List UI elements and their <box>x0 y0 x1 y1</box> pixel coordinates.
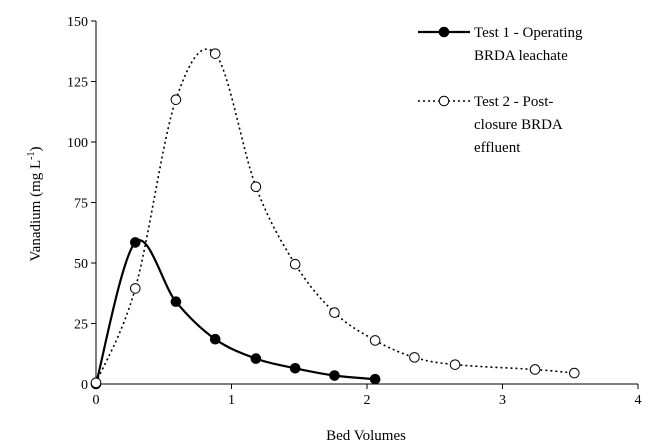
legend-label-line: closure BRDA <box>474 117 563 133</box>
series-2-point <box>90 377 102 389</box>
y-tick-label: 50 <box>74 257 88 272</box>
legend-label-line: Test 2 - Post- <box>474 94 553 110</box>
series-1-point <box>369 373 381 385</box>
series-2-point <box>369 335 381 346</box>
series-2-point <box>409 352 420 363</box>
legend-swatch-marker <box>438 26 450 38</box>
series-1-point <box>129 237 141 248</box>
series-layer <box>90 48 580 390</box>
x-tick-label: 4 <box>635 393 642 408</box>
series-2-point <box>209 48 221 59</box>
x-tick-label: 3 <box>499 393 506 408</box>
legend-item-1: Test 1 - Operating BRDA leachate <box>418 25 583 64</box>
series-1-point <box>209 333 221 345</box>
y-axis-title: Vanadium (mg L-1) <box>26 147 44 262</box>
y-ticks: 0 25 50 75 100 125 150 <box>67 15 96 393</box>
y-axis-title-close: ) <box>28 147 44 152</box>
x-axis-title: Bed Volumes <box>326 428 406 444</box>
legend-label-line: Test 1 - Operating <box>474 25 583 41</box>
series-2-point <box>529 364 541 375</box>
series-1-point <box>329 370 340 381</box>
y-tick-label: 150 <box>67 15 88 30</box>
legend: Test 1 - Operating BRDA leachate Test 2 - … <box>418 25 583 156</box>
series-2-point <box>569 367 580 379</box>
x-tick-label: 0 <box>93 393 100 408</box>
series-2-point <box>170 94 182 105</box>
legend-label-line: effluent <box>474 140 521 156</box>
y-axis-title-superscript: -1 <box>26 152 37 160</box>
x-ticks: 0 1 2 3 4 <box>93 384 642 408</box>
series-2-point <box>449 359 461 370</box>
y-tick-label: 125 <box>67 76 88 91</box>
legend-label-line: BRDA leachate <box>474 48 568 64</box>
y-tick-label: 0 <box>81 378 88 393</box>
y-tick-label: 100 <box>67 136 88 151</box>
series-2-point <box>250 181 262 193</box>
series-2 <box>90 48 580 389</box>
legend-item-2: Test 2 - Post-closure BRDA effluent <box>418 94 563 156</box>
series-1-point <box>170 296 182 308</box>
series-1-point <box>289 362 301 374</box>
series-1 <box>90 237 381 390</box>
y-tick-label: 75 <box>74 197 88 212</box>
y-tick-label: 25 <box>74 318 88 333</box>
x-tick-label: 1 <box>228 393 235 408</box>
legend-swatch-marker <box>438 95 450 107</box>
series-2-point <box>289 258 301 270</box>
series-2-point <box>129 283 141 294</box>
y-axis-title-main: Vanadium (mg L <box>28 160 44 262</box>
series-1-point <box>250 353 262 364</box>
axes: 0 25 50 75 100 125 150 0 1 2 3 4 <box>67 15 642 408</box>
x-tick-label: 2 <box>364 393 371 408</box>
series-2-point <box>329 307 340 318</box>
